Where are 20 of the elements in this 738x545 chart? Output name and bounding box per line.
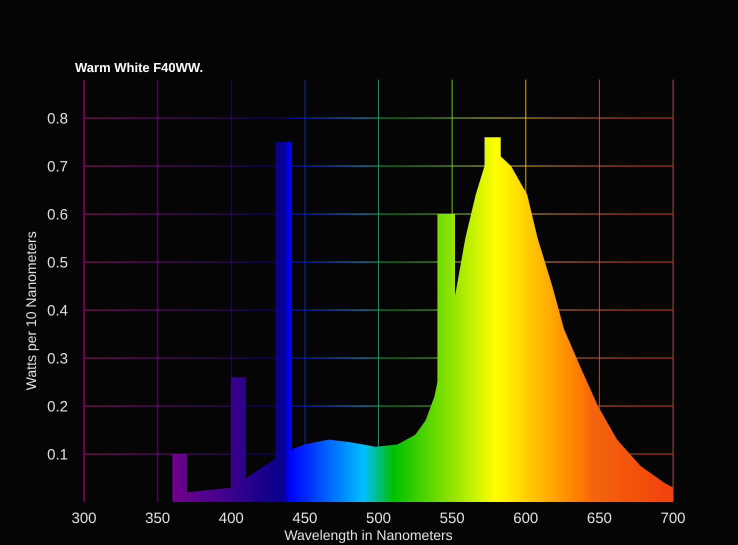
x-tick-label: 300 [71, 510, 97, 527]
y-tick-label: 0.4 [47, 302, 68, 320]
y-axis-title: Watts per 10 Nanometers [23, 231, 39, 390]
y-tick-label: 0.8 [47, 110, 68, 128]
x-tick-label: 650 [586, 510, 612, 527]
x-tick-label: 350 [145, 510, 170, 527]
x-tick-label: 500 [366, 510, 392, 527]
x-axis-title: Wavelength in Nanometers [284, 527, 453, 543]
y-tick-label: 0.1 [47, 446, 68, 464]
x-tick-label: 550 [440, 510, 465, 527]
y-tick-label: 0.7 [47, 158, 68, 176]
chart-title: Warm White F40WW. [75, 60, 204, 75]
y-tick-label: 0.2 [47, 398, 68, 416]
x-tick-label: 600 [513, 510, 538, 527]
x-tick-label: 450 [292, 510, 318, 527]
y-tick-label: 0.3 [47, 350, 68, 368]
x-tick-label: 700 [660, 510, 686, 527]
y-tick-label: 0.6 [47, 206, 68, 224]
x-tick-label: 400 [218, 510, 244, 527]
y-tick-label: 0.5 [47, 254, 68, 272]
